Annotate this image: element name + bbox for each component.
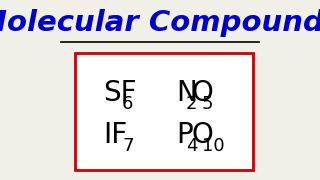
FancyBboxPatch shape (75, 53, 253, 170)
Text: Molecular Compounds: Molecular Compounds (0, 9, 320, 37)
Text: 6: 6 (122, 95, 133, 113)
Text: 2: 2 (186, 95, 197, 113)
Text: O: O (191, 121, 213, 149)
Text: P: P (176, 121, 193, 149)
Text: 5: 5 (202, 95, 213, 113)
Text: N: N (176, 79, 197, 107)
Text: IF: IF (103, 121, 128, 149)
Text: 7: 7 (122, 137, 133, 155)
Text: 10: 10 (202, 137, 225, 155)
Text: 4: 4 (186, 137, 197, 155)
Text: SF: SF (103, 79, 137, 107)
Text: O: O (191, 79, 213, 107)
